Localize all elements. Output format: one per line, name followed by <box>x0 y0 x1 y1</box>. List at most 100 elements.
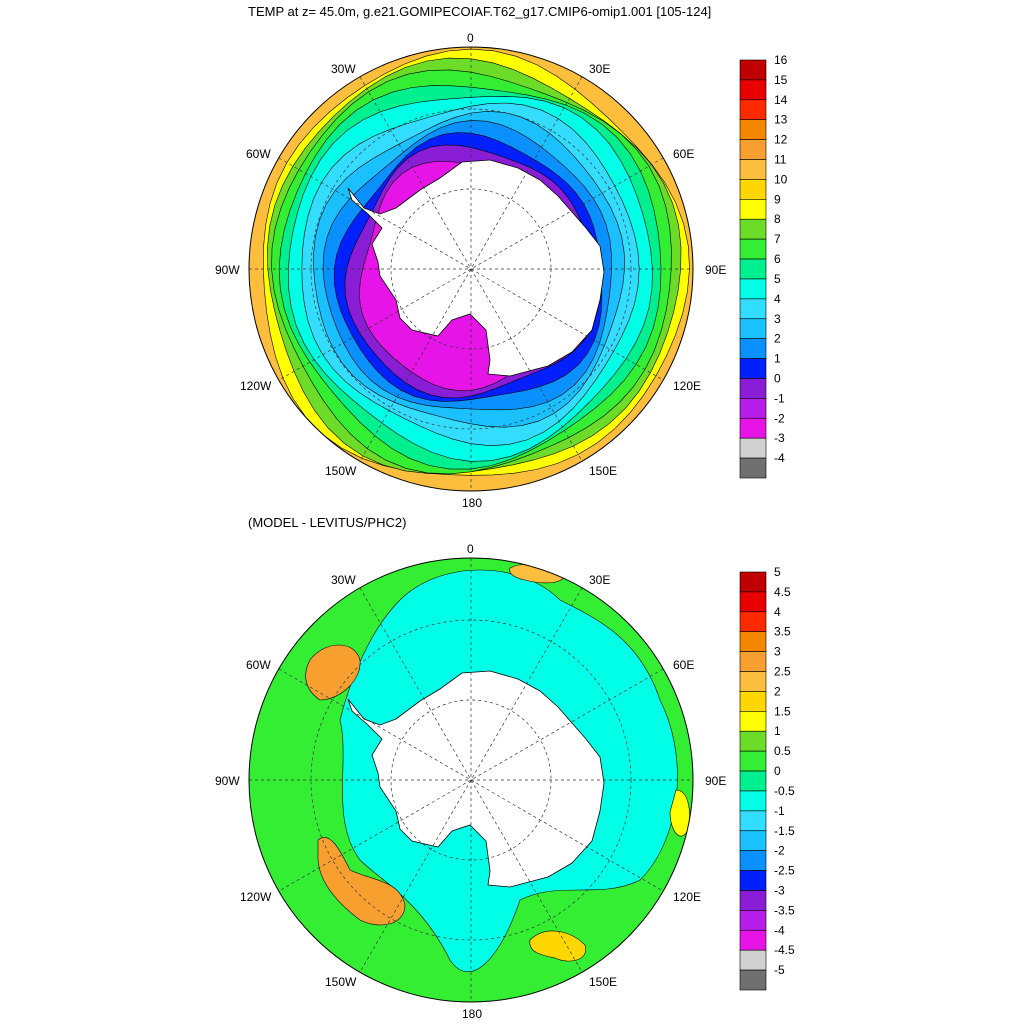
top-colorbar-swatch <box>739 417 767 439</box>
top-colorbar-swatch <box>739 258 767 280</box>
bottom-colorbar-label: -5 <box>774 963 785 977</box>
bottom-colorbar-swatch <box>739 750 767 772</box>
bottom-polar-map <box>248 557 694 1003</box>
bottom-lon-label-30w: 30W <box>331 573 356 587</box>
top-colorbar-swatch <box>739 79 767 101</box>
bottom-colorbar: 5 4.5 4 3.5 3 2.5 2 1.5 1 0.5 0 -0.5 -1 -1.5 -2 -2.5 -3 -… <box>739 565 795 991</box>
bottom-colorbar-label: 5 <box>774 565 781 579</box>
bottom-colorbar-label: -0.5 <box>774 784 795 798</box>
top-colorbar-label: 11 <box>774 153 787 167</box>
top-lon-label-30e: 30E <box>589 62 611 76</box>
bottom-lon-label-60e: 60E <box>673 658 695 672</box>
bottom-colorbar-swatch <box>739 730 767 752</box>
bottom-lon-label-30e: 30E <box>589 573 611 587</box>
top-colorbar-label: 5 <box>774 272 781 286</box>
bottom-colorbar-label: -1.5 <box>774 824 795 838</box>
top-colorbar-label: 15 <box>774 73 788 87</box>
top-colorbar-swatch <box>739 358 767 379</box>
top-colorbar-swatch <box>739 99 767 121</box>
top-lon-label-0: 0 <box>467 31 474 45</box>
top-colorbar-swatch <box>739 59 767 81</box>
bottom-colorbar-label: 3.5 <box>774 625 791 639</box>
bottom-colorbar-swatch <box>739 830 767 851</box>
bottom-lon-label-60w: 60W <box>246 658 271 672</box>
top-colorbar-swatch <box>739 398 767 419</box>
top-lon-label-150e: 150E <box>589 464 618 478</box>
top-colorbar-label: 7 <box>774 232 781 246</box>
top-colorbar-label: 6 <box>774 252 781 266</box>
bottom-lon-label-90e: 90E <box>705 774 727 788</box>
figure-subtitle: (MODEL - LEVITUS/PHC2) <box>248 515 407 530</box>
bottom-colorbar-label: 0.5 <box>774 744 791 758</box>
top-lon-label-90w: 90W <box>215 263 240 277</box>
bottom-colorbar-swatch <box>739 870 767 891</box>
top-colorbar-swatch <box>739 218 767 240</box>
top-colorbar-label: -3 <box>774 431 785 445</box>
bottom-lon-label-0: 0 <box>467 542 474 556</box>
bottom-colorbar-label: -1 <box>774 804 785 818</box>
bottom-lon-label-180: 180 <box>462 1007 483 1021</box>
bottom-graticule <box>249 558 693 1002</box>
bottom-colorbar-label: 2.5 <box>774 665 791 679</box>
top-colorbar-label: 0 <box>774 371 781 385</box>
bottom-lon-label-150w: 150W <box>325 975 357 989</box>
top-polar-map <box>248 46 694 492</box>
top-colorbar-swatch <box>739 199 767 220</box>
top-colorbar-label: -1 <box>774 391 785 405</box>
top-colorbar-swatch <box>739 338 767 359</box>
bottom-colorbar-swatch <box>739 949 767 971</box>
bottom-colorbar-swatch <box>739 691 767 712</box>
top-colorbar-label: 8 <box>774 212 781 226</box>
bottom-colorbar-swatch <box>739 571 767 593</box>
warm-anomaly-se <box>529 930 587 962</box>
top-colorbar-label: 2 <box>774 332 781 346</box>
bottom-colorbar-label: 4.5 <box>774 585 791 599</box>
bottom-lon-label-120w: 120W <box>240 890 272 904</box>
top-colorbar-swatch <box>739 238 767 260</box>
bottom-colorbar-swatch <box>739 969 767 991</box>
top-colorbar-label: 1 <box>774 352 781 366</box>
top-colorbar-swatch <box>739 159 767 180</box>
top-colorbar-swatch <box>739 139 767 160</box>
top-colorbar-label: 10 <box>774 172 788 186</box>
bottom-colorbar-swatch <box>739 770 767 792</box>
bottom-anomaly-blobs <box>305 564 690 962</box>
top-colorbar-label: 14 <box>774 93 788 107</box>
bottom-lon-label-150e: 150E <box>589 975 618 989</box>
bottom-lon-label-120e: 120E <box>673 890 702 904</box>
top-map-border <box>248 46 694 492</box>
top-lon-label-150w: 150W <box>325 464 357 478</box>
top-graticule <box>249 47 693 491</box>
bottom-colorbar-swatch <box>739 790 767 812</box>
bottom-colorbar-swatch <box>739 611 767 633</box>
bottom-colorbar-label: -3 <box>774 883 785 897</box>
bottom-colorbar-label: -3.5 <box>774 903 795 917</box>
top-colorbar-label: 16 <box>774 53 788 67</box>
bottom-colorbar-swatch <box>739 591 767 613</box>
top-lon-label-60e: 60E <box>673 147 695 161</box>
bottom-colorbar-swatch <box>739 631 767 652</box>
top-colorbar-swatch <box>739 179 767 200</box>
bottom-colorbar-swatch <box>739 890 767 911</box>
bottom-colorbar-swatch <box>739 671 767 692</box>
bottom-colorbar-swatch <box>739 850 767 871</box>
bottom-colorbar-label: 0 <box>774 764 781 778</box>
top-colorbar-swatch <box>739 278 767 300</box>
top-colorbar-label: 12 <box>774 133 788 147</box>
top-lon-label-180: 180 <box>462 496 483 510</box>
top-colorbar-swatch <box>739 437 767 459</box>
top-lon-label-90e: 90E <box>705 263 727 277</box>
top-colorbar-swatch <box>739 119 767 140</box>
top-lon-label-30w: 30W <box>331 62 356 76</box>
bottom-colorbar-swatch <box>739 929 767 951</box>
bottom-colorbar-swatch <box>739 910 767 931</box>
bottom-colorbar-label: 2 <box>774 684 781 698</box>
bottom-lon-label-90w: 90W <box>215 774 240 788</box>
bottom-map-border <box>248 557 694 1003</box>
bottom-antarctica-landmass <box>347 670 605 888</box>
bottom-colorbar-label: 4 <box>774 605 781 619</box>
bottom-colorbar-label: -2 <box>774 844 785 858</box>
top-colorbar-label: -2 <box>774 411 785 425</box>
